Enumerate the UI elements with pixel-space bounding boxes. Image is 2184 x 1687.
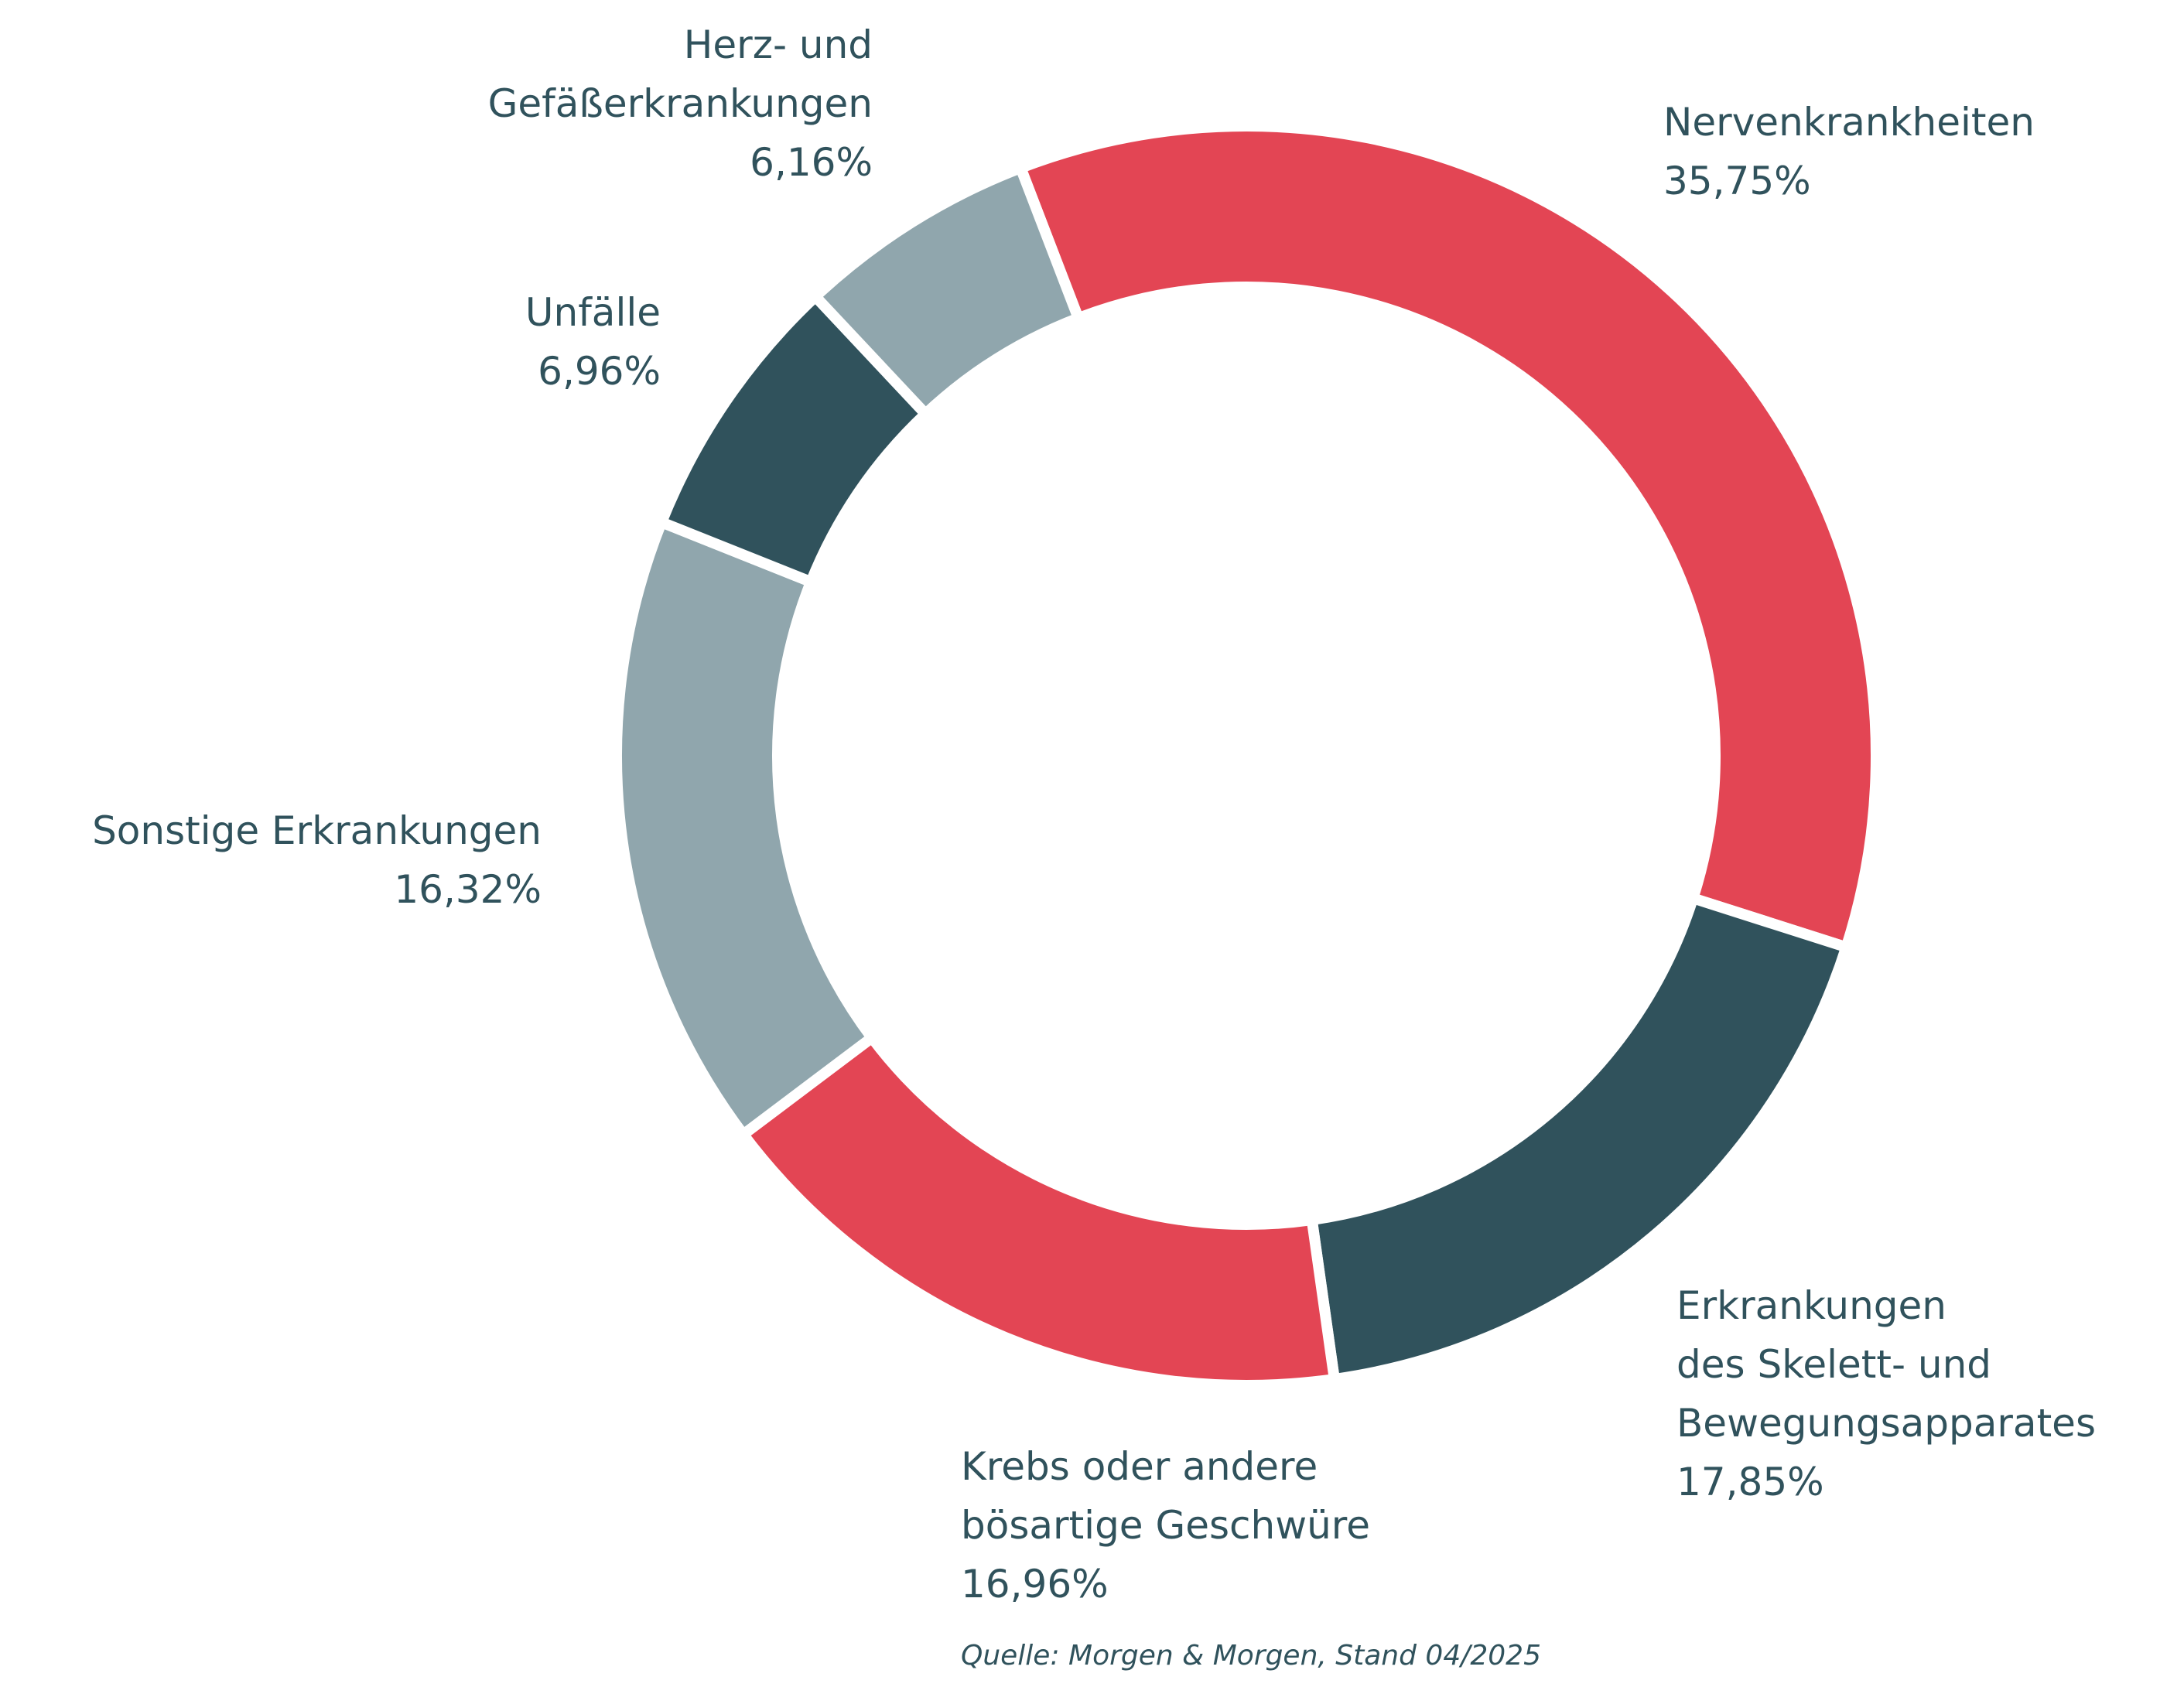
- value-label: 6,96%: [538, 349, 661, 394]
- category-label: Unfälle: [525, 290, 661, 335]
- category-label: Sonstige Erkrankungen: [92, 808, 542, 853]
- donut-segment: [1013, 121, 1882, 954]
- source-note: Quelle: Morgen & Morgen, Stand 04/2025: [961, 1640, 1541, 1672]
- donut-segment: [808, 161, 1085, 422]
- value-label: 6,16%: [750, 140, 873, 185]
- category-label: Herz- und Gefäßerkrankungen: [487, 22, 873, 126]
- value-label: 35,75%: [1663, 159, 1811, 203]
- segment-label: Nervenkrankheiten 35,75%: [1663, 93, 2035, 210]
- donut-segment: [611, 515, 880, 1142]
- segment-label: Krebs oder andere bösartige Geschwüre 16,…: [961, 1437, 1370, 1614]
- segment-label: Herz- und Gefäßerkrankungen 6,16%: [488, 15, 873, 192]
- category-label: Erkrankungen des Skelett- und Bewegungsa…: [1676, 1283, 2096, 1446]
- donut-segment: [1305, 891, 1854, 1385]
- segment-label: Erkrankungen des Skelett- und Bewegungsa…: [1676, 1276, 2096, 1511]
- value-label: 17,85%: [1676, 1460, 1824, 1504]
- segment-label: Sonstige Erkrankungen 16,32%: [92, 801, 542, 919]
- value-label: 16,96%: [961, 1562, 1109, 1607]
- value-label: 16,32%: [394, 867, 542, 912]
- category-label: Krebs oder andere bösartige Geschwüre: [961, 1444, 1371, 1548]
- category-label: Nervenkrankheiten: [1663, 100, 2035, 145]
- donut-segment: [735, 1030, 1341, 1391]
- segment-label: Unfälle 6,96%: [525, 283, 661, 401]
